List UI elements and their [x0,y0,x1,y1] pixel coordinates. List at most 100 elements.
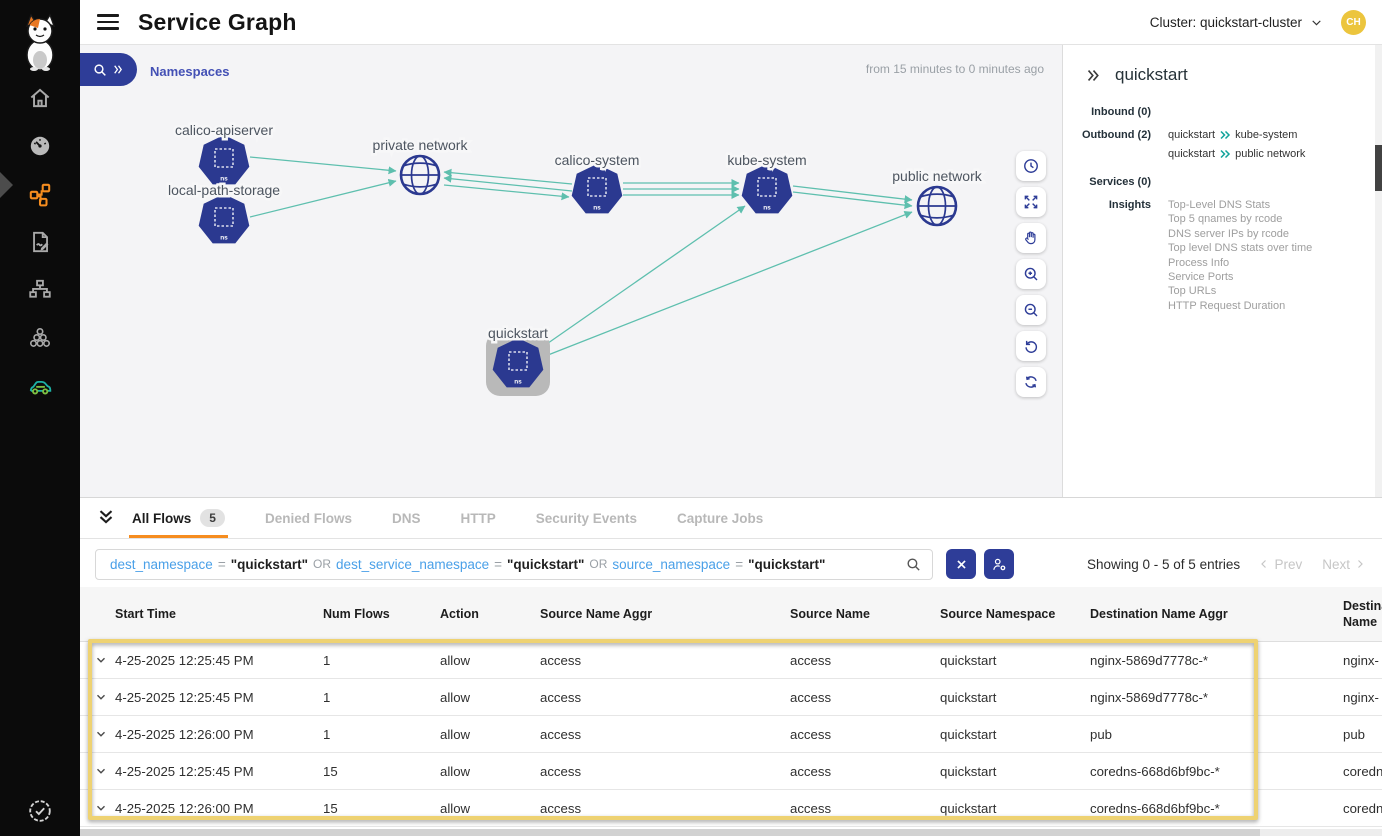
tab-all-flows[interactable]: All Flows 5 [129,498,228,538]
node-calico-apiserver[interactable] [198,134,250,186]
pan-button[interactable] [1016,223,1046,253]
network-tree-icon [29,279,51,298]
tab-capture-jobs[interactable]: Capture Jobs [674,498,766,538]
column-header[interactable]: Source Name Aggr [540,606,653,621]
refresh-button[interactable] [1016,367,1046,397]
panel-scrollbar[interactable] [1375,45,1382,497]
prev-label: Prev [1274,556,1303,572]
cell-source-name: access [790,800,832,816]
sidebar-item-network[interactable] [26,276,54,304]
node-calico-system[interactable] [571,163,623,215]
expand-row-icon[interactable] [94,653,108,667]
tab-security-events[interactable]: Security Events [533,498,640,538]
expand-row-icon[interactable] [94,690,108,704]
flow-count-badge: 5 [200,509,225,527]
outbound-entry[interactable]: quickstart kube-system [1168,123,1305,147]
menu-toggle-button[interactable] [97,14,119,30]
graph-search-toggle[interactable] [80,53,137,86]
column-header[interactable]: Source Name [790,606,870,621]
column-header[interactable]: Start Time [115,606,176,621]
tab-http[interactable]: HTTP [457,498,498,538]
next-page-button[interactable]: Next [1322,557,1366,572]
expand-row-icon[interactable] [94,764,108,778]
collapse-flows-icon[interactable] [95,507,117,529]
node-label: calico-system [555,152,640,168]
cell-start-time: 4-25-2025 12:25:45 PM [115,689,254,705]
cluster-nodes-icon [29,327,51,347]
zoom-out-button[interactable] [1016,295,1046,325]
expand-row-icon[interactable] [94,801,108,815]
outbound-entry[interactable]: quickstart public network [1168,142,1305,166]
sidebar-item-policies[interactable] [26,228,54,256]
column-header[interactable]: Action [440,606,479,621]
outbound-from: quickstart [1168,129,1216,141]
clear-filter-button[interactable] [946,549,976,579]
fit-view-button[interactable] [1016,187,1046,217]
node-label: private network [373,137,469,153]
collapse-panel-icon[interactable] [1085,67,1102,84]
node-label: kube-system [727,152,806,168]
cell-num-flows: 1 [323,689,331,705]
column-header[interactable]: Destination Name Aggr [1090,606,1228,621]
flow-row[interactable]: 4-25-2025 12:25:45 PM 1 allow access acc… [80,679,1382,716]
breadcrumb[interactable]: Namespaces [150,64,230,79]
sidebar-item-workloads[interactable] [26,372,54,400]
refresh-icon [1025,376,1037,388]
node-label: quickstart [488,325,548,341]
cell-source-name: access [790,763,832,779]
column-header[interactable]: Source Namespace [940,606,1056,621]
flow-row[interactable]: 4-25-2025 12:26:00 PM 15 allow access ac… [80,790,1382,827]
expand-icon [1024,195,1038,209]
time-settings-button[interactable] [1016,151,1046,181]
service-graph-icon [29,183,51,207]
cluster-selector-label: Cluster: quickstart-cluster [1149,14,1302,30]
cell-source-name-aggr: access [540,652,582,668]
cell-num-flows: 15 [323,763,338,779]
tab-dns[interactable]: DNS [389,498,424,538]
cell-dest-name: coredn [1343,800,1382,816]
user-avatar[interactable]: CH [1341,9,1366,35]
inbound-label: Inbound (0) [1091,106,1151,118]
node-kube-system[interactable] [741,163,793,215]
reset-view-button[interactable] [1016,331,1046,361]
outbound-label: Outbound (2) [1081,129,1151,141]
horizontal-scrollbar[interactable] [80,829,1382,836]
filter-settings-button[interactable] [984,549,1014,579]
search-icon[interactable] [905,556,922,573]
column-header[interactable]: Destination Name [1343,598,1382,629]
prev-page-button[interactable]: Prev [1258,557,1302,572]
tab-denied-flows[interactable]: Denied Flows [262,498,355,538]
cell-start-time: 4-25-2025 12:25:45 PM [115,652,254,668]
filter-value: "quickstart" [230,556,309,572]
sidebar-item-dashboard[interactable] [26,132,54,160]
cluster-selector[interactable]: Cluster: quickstart-cluster [1150,15,1323,30]
sidebar-item-compliance[interactable] [26,797,54,825]
graph-edges [249,156,913,356]
scrollbar-thumb[interactable] [1375,145,1382,191]
scrollbar-thumb[interactable] [80,829,1260,836]
filter-query-input[interactable]: dest_namespace = "quickstart" OR dest_se… [95,548,933,580]
calico-cat-logo [25,13,56,71]
chevron-down-icon [1312,19,1321,26]
hand-icon [1025,231,1036,245]
node-local-path-storage[interactable] [198,193,250,245]
next-label: Next [1322,556,1350,572]
zoom-in-button[interactable] [1016,259,1046,289]
sidebar-item-home[interactable] [26,84,54,112]
flow-row[interactable]: 4-25-2025 12:26:00 PM 1 allow access acc… [80,716,1382,753]
sidebar-item-service-graph[interactable] [26,180,54,208]
filter-value: "quickstart" [748,556,826,572]
insights-label: Insights [1108,199,1151,211]
node-public-network[interactable] [916,185,958,227]
flow-row[interactable]: 4-25-2025 12:25:45 PM 15 allow access ac… [80,753,1382,790]
top-header: Service Graph Cluster: quickstart-cluste… [80,0,1382,45]
column-header[interactable]: Num Flows [323,606,390,621]
policy-edit-icon [33,231,49,253]
sidebar-item-cluster[interactable] [26,324,54,352]
expand-row-icon[interactable] [94,727,108,741]
flow-row[interactable]: 4-25-2025 12:25:45 PM 1 allow access acc… [80,642,1382,679]
cell-source-namespace: quickstart [940,689,997,705]
cell-dest-name: pub [1343,726,1366,742]
node-private-network[interactable] [399,154,441,196]
